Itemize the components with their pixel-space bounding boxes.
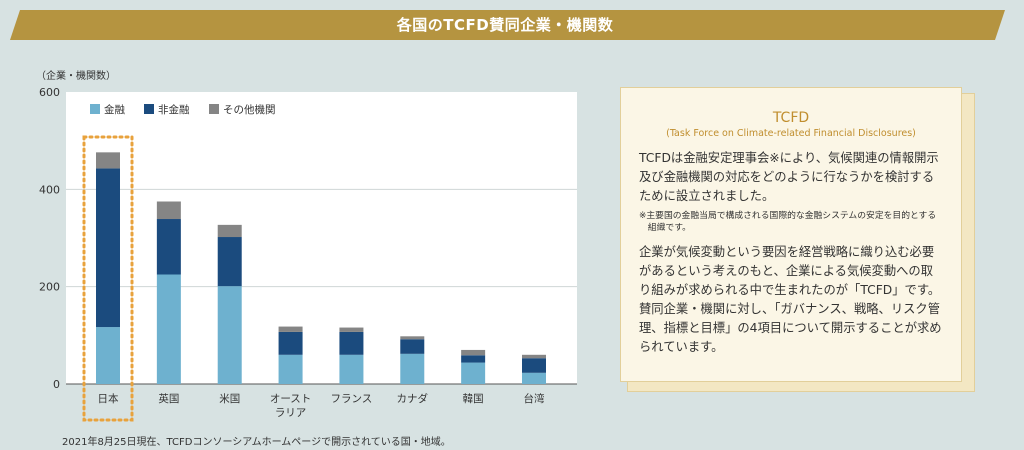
x-tick-label: 英国 [158,392,179,405]
y-tick-label: 600 [39,86,60,99]
title-banner [10,10,1005,40]
bar-segment [339,354,364,384]
bar-segment [96,327,120,384]
bar-segment [156,219,181,275]
y-axis-label: （企業・機関数） [36,69,116,82]
x-tick-label: 日本 [98,392,119,405]
bar-segment [400,339,425,354]
bar-segment [96,168,120,328]
legend-label: 金融 [104,103,125,116]
legend-swatch [144,104,154,114]
x-tick-label: ラリア [275,407,307,419]
x-tick-label: 韓国 [463,393,484,405]
footnote: 2021年8月25日現在、TCFDコンソーシアムホームページで開示されている国・… [62,437,451,448]
bar-segment [217,224,242,238]
bar-segment [96,152,120,169]
panel-paragraph-2: 企業が気候変動という要因を経営戦略に織り込む必要があるという考えのもと、企業によ… [639,245,942,354]
bar-segment [522,354,546,359]
legend-swatch [209,104,219,114]
x-tick-label: 米国 [219,392,240,405]
bar-segment [400,336,425,340]
panel-paragraph-1: TCFDは金融安定理事会※により、気候関連の情報開示及び金融機関の対応をどのよう… [639,151,939,203]
tcfd-info-panel: TCFD (Task Force on Climate-related Fina… [620,87,962,382]
bar-segment [461,349,486,356]
bar-segment [339,327,364,332]
y-tick-label: 400 [39,183,60,196]
x-tick-label: 台湾 [524,392,545,405]
panel-subtitle: (Task Force on Climate-related Financial… [666,128,916,139]
x-tick-label: カナダ [397,392,429,405]
x-tick-label: オースト [270,393,311,405]
legend-label: その他機関 [223,103,276,116]
bar-segment [522,358,546,373]
bar-segment [156,201,181,220]
page-title: 各国のTCFD賛同企業・機関数 [396,16,614,34]
legend-label: 非金融 [158,103,190,116]
bar-segment [156,274,181,384]
bar-segment [339,331,364,355]
x-tick-label: フランス [331,393,373,405]
bar-segment [217,286,242,384]
bar-segment [461,355,486,363]
bar-segment [522,372,546,384]
bar-segment [278,331,303,355]
bar-segment [217,237,242,287]
panel-note: ※主要国の金融当局で構成される国際的な金融システムの安定を目的とする組織です。 [639,211,937,233]
bar-segment [400,353,425,384]
y-tick-label: 200 [39,281,60,294]
bar-segment [278,326,303,332]
highlight-box [82,135,134,422]
y-tick-label: 0 [53,378,60,391]
legend-swatch [90,104,100,114]
title-banner-shape [10,10,1005,40]
bar-segment [461,362,486,384]
plot-area [66,92,577,384]
panel-title: TCFD [772,110,810,126]
bar-segment [278,354,303,384]
